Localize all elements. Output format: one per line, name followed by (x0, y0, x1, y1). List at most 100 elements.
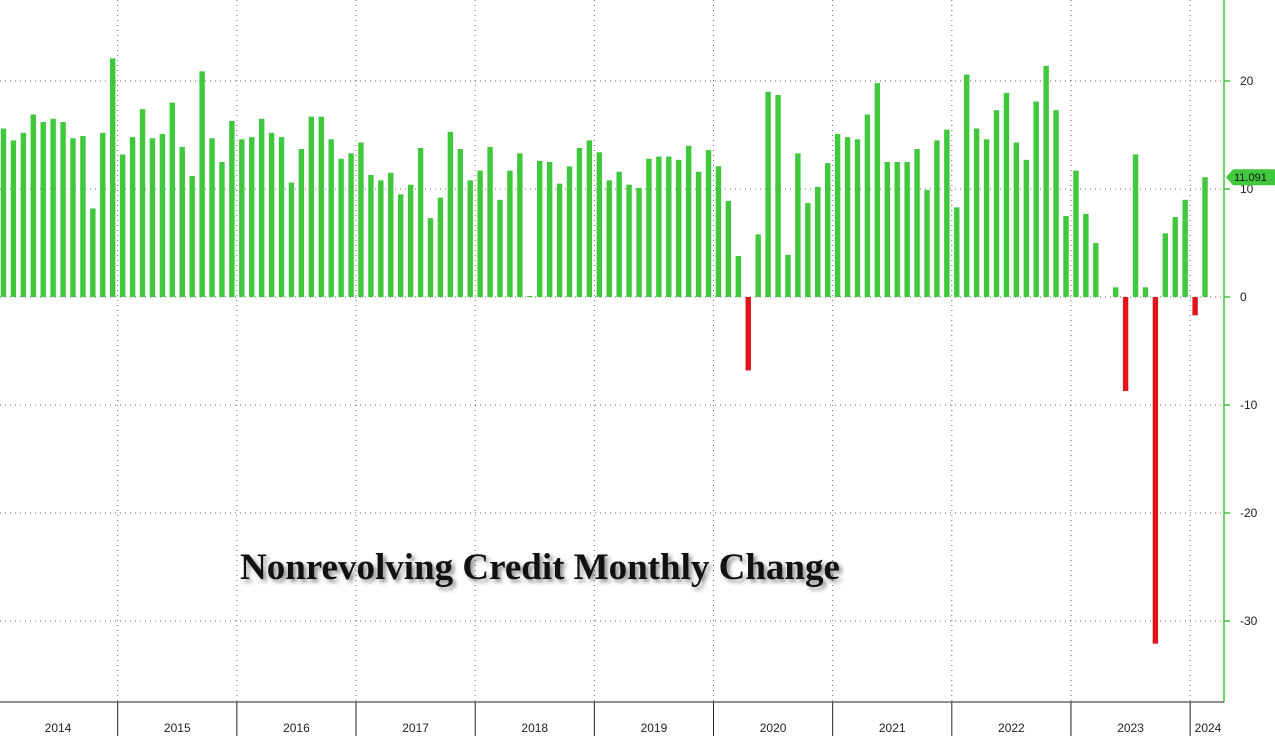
bar (715, 166, 722, 297)
bar (119, 154, 126, 297)
bar (407, 184, 414, 297)
bar (80, 136, 86, 297)
bar (417, 147, 424, 297)
bar (1043, 65, 1049, 297)
bar (646, 158, 652, 297)
bar (636, 187, 642, 297)
bar (288, 182, 295, 297)
bar (90, 208, 96, 297)
bar (378, 180, 384, 297)
bar (616, 171, 622, 297)
bar (477, 170, 483, 297)
bar (427, 218, 434, 297)
bar (40, 122, 46, 297)
bar (507, 170, 513, 297)
bar (894, 162, 900, 297)
bar (546, 162, 553, 297)
bar (159, 133, 166, 297)
bar (1093, 243, 1099, 297)
bar (268, 132, 275, 297)
bar (0, 128, 7, 297)
bar (1162, 233, 1169, 297)
bar (725, 200, 732, 297)
bar (100, 132, 106, 297)
bar (298, 149, 305, 297)
bar (735, 255, 742, 297)
bar (239, 139, 245, 297)
bar (328, 139, 334, 297)
bar (1033, 101, 1039, 298)
bar (457, 149, 463, 297)
bar (795, 153, 801, 297)
bar (60, 122, 66, 297)
bar (745, 297, 751, 371)
bar (566, 166, 573, 297)
bar (924, 190, 930, 297)
bar (775, 95, 781, 297)
y-tick-label: -30 (1240, 614, 1258, 628)
bar (10, 140, 17, 297)
bar (1063, 216, 1069, 297)
bar (149, 138, 156, 297)
bar (755, 234, 761, 297)
y-tick-label: -10 (1240, 398, 1258, 412)
bar (219, 162, 225, 297)
x-tick-label: 2019 (641, 721, 668, 735)
bar (229, 120, 235, 298)
bar (1073, 170, 1079, 297)
bar (249, 137, 255, 297)
bar (1172, 217, 1178, 297)
bar (576, 147, 583, 297)
bar (626, 184, 632, 297)
bar (606, 180, 612, 297)
bar (815, 186, 821, 297)
bar (805, 203, 811, 297)
bar (169, 102, 176, 297)
bar (437, 197, 444, 297)
bar (934, 140, 940, 297)
bar (308, 116, 315, 297)
x-axis: 2014 2015 2016 2017 2018 2019 2020 2021 2022 2023… (0, 701, 1224, 736)
x-tick-label: 2016 (283, 721, 310, 735)
bar (874, 83, 881, 297)
bar (388, 172, 394, 297)
bar (129, 137, 136, 297)
bar (993, 110, 1000, 297)
bar (30, 114, 36, 297)
x-tick-label: 2020 (760, 721, 787, 735)
bar (179, 146, 185, 297)
x-tick-label: 2014 (45, 721, 72, 735)
bar (497, 199, 503, 297)
y-tick-label: 20 (1240, 74, 1254, 88)
bar (110, 58, 116, 297)
bar (338, 158, 344, 297)
bar (1083, 213, 1089, 297)
bar (904, 162, 910, 297)
bar (973, 128, 980, 297)
bar (1112, 287, 1119, 297)
bar (139, 109, 146, 297)
bar (656, 156, 662, 297)
bar (199, 71, 205, 297)
bar (209, 138, 215, 297)
bar (954, 207, 960, 297)
bar (556, 183, 563, 297)
bar (358, 142, 364, 297)
bar (676, 159, 682, 297)
bar (596, 152, 602, 297)
bar (1023, 159, 1029, 297)
bar (666, 156, 672, 297)
bar (854, 139, 861, 297)
bar (20, 132, 27, 297)
bar (50, 118, 56, 297)
bar (1192, 297, 1198, 316)
bar (537, 160, 543, 297)
bar (834, 133, 841, 297)
x-tick-label: 2022 (998, 721, 1025, 735)
y-tick-label: 10 (1240, 182, 1254, 196)
last-value-badge (1226, 169, 1275, 186)
bar-series (0, 58, 1208, 644)
chart-title: Nonrevolving Credit Monthly Change (240, 547, 840, 588)
bar (1003, 92, 1010, 297)
